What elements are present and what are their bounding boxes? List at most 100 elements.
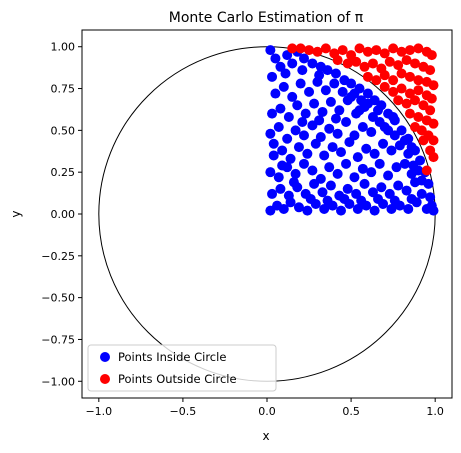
inside-point <box>319 150 330 161</box>
inside-point <box>309 98 320 109</box>
outside-point <box>379 70 390 81</box>
inside-point <box>349 172 360 183</box>
outside-point <box>367 58 378 69</box>
inside-point <box>325 180 336 191</box>
outside-point <box>362 71 373 82</box>
inside-point <box>336 205 346 216</box>
outside-point <box>428 135 439 146</box>
outside-point <box>384 56 395 67</box>
inside-point <box>359 178 370 189</box>
outside-point <box>393 95 404 106</box>
inside-point <box>374 158 385 169</box>
legend-label-inside: Points Inside Circle <box>118 350 226 364</box>
inside-point <box>341 117 352 127</box>
inside-point <box>278 203 289 214</box>
inside-point <box>403 203 414 214</box>
inside-point <box>299 158 309 169</box>
outside-point <box>401 98 412 109</box>
inside-point <box>389 195 400 206</box>
inside-point <box>376 182 387 193</box>
inside-point <box>416 175 427 186</box>
inside-point <box>391 162 402 173</box>
inside-point <box>324 162 335 173</box>
inside-point <box>367 111 378 122</box>
outside-point <box>413 111 424 122</box>
inside-point <box>268 138 279 149</box>
outside-point <box>379 81 390 92</box>
x-tick-label: 0.0 <box>258 405 276 418</box>
legend: Points Inside Circle Points Outside Circ… <box>87 344 277 392</box>
inside-point <box>346 78 357 89</box>
inside-point <box>399 135 410 146</box>
inside-point <box>273 122 284 133</box>
inside-point <box>302 148 313 159</box>
outside-point <box>320 43 331 54</box>
outside-point <box>413 85 424 96</box>
outside-point <box>388 86 399 97</box>
outside-point <box>362 46 373 57</box>
outside-point <box>393 60 404 71</box>
inside-point <box>307 165 318 176</box>
inside-point <box>285 153 296 164</box>
inside-point <box>315 173 326 184</box>
outside-point <box>410 58 420 69</box>
inside-point <box>277 145 288 156</box>
outside-point <box>421 165 432 176</box>
y-tick-label: 0.00 <box>51 208 76 221</box>
outside-point <box>379 48 390 59</box>
inside-point <box>336 147 346 158</box>
outside-point <box>388 75 399 86</box>
x-tick-label: 0.5 <box>342 405 360 418</box>
outside-point <box>371 75 382 86</box>
inside-point <box>324 123 335 134</box>
inside-point <box>304 86 315 97</box>
inside-point <box>322 195 333 206</box>
inside-point <box>325 96 336 107</box>
inside-point <box>357 122 368 133</box>
inside-point <box>362 88 373 99</box>
outside-point <box>401 55 412 66</box>
legend-marker-outside <box>100 374 110 384</box>
outside-point <box>428 118 439 129</box>
y-tick-label: −0.25 <box>41 250 75 263</box>
inside-point <box>293 142 304 153</box>
inside-point <box>283 190 294 201</box>
outside-point <box>425 105 436 116</box>
inside-point <box>305 193 316 204</box>
outside-point <box>404 45 415 56</box>
inside-point <box>292 100 303 111</box>
inside-point <box>369 205 380 216</box>
inside-point <box>293 202 304 213</box>
inside-point <box>349 130 360 141</box>
inside-point <box>302 205 313 216</box>
inside-point <box>300 108 311 119</box>
inside-point <box>270 53 281 64</box>
outside-point <box>295 43 306 54</box>
outside-point <box>425 65 436 76</box>
inside-point <box>297 65 308 76</box>
outside-point <box>304 45 315 56</box>
x-tick-label: −1.0 <box>85 405 112 418</box>
inside-point <box>268 150 279 161</box>
inside-point <box>319 203 330 214</box>
inside-point <box>317 187 328 198</box>
inside-point <box>332 168 343 179</box>
inside-point <box>317 106 328 117</box>
inside-point <box>327 142 338 153</box>
inside-point <box>337 86 348 97</box>
x-tick-label: −0.5 <box>170 405 197 418</box>
inside-point <box>307 58 318 69</box>
outside-point <box>396 83 407 94</box>
inside-point <box>361 143 372 154</box>
inside-point <box>386 203 397 214</box>
y-tick-label: −0.50 <box>41 292 75 305</box>
inside-point <box>388 111 399 122</box>
inside-point <box>330 68 341 79</box>
outside-point <box>396 68 407 79</box>
inside-point <box>295 78 306 89</box>
inside-point <box>314 115 325 126</box>
y-axis-label: y <box>9 210 23 217</box>
inside-point <box>320 85 331 96</box>
inside-point <box>352 152 363 163</box>
inside-point <box>297 117 308 127</box>
